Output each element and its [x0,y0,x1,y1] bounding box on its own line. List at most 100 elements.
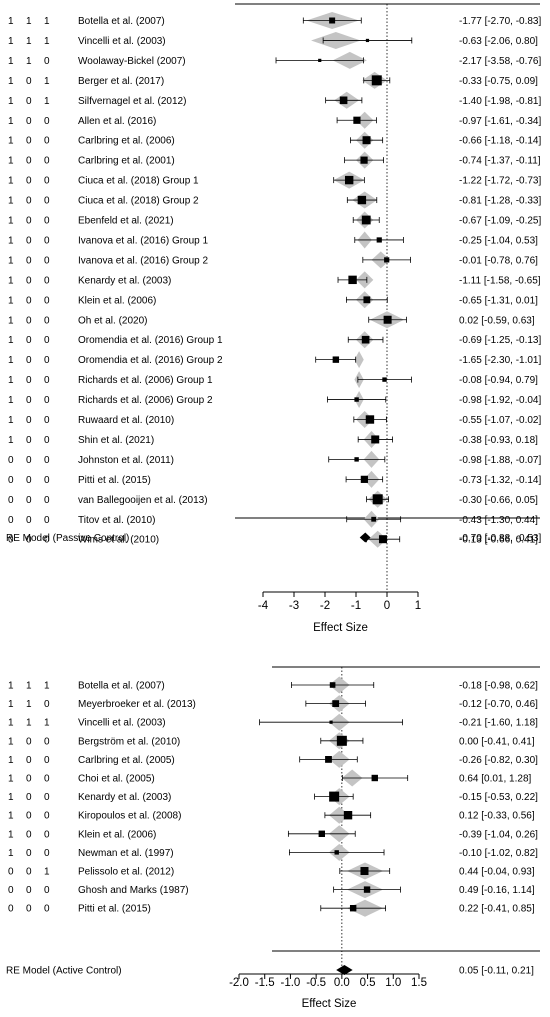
effect-point [329,682,336,688]
effect-ci-label: -0.26 [-0.82, 0.30] [459,755,538,766]
summary-ci-label: 0.05 [-0.11, 0.21] [459,966,534,977]
moderator-flag: 1 [8,255,14,266]
x-tick-label: 0.0 [334,977,350,989]
effect-ci-label: -0.97 [-1.61, -0.34] [459,116,541,127]
moderator-flag: 0 [44,475,50,486]
moderator-flag: 0 [44,375,50,386]
moderator-flag: 0 [44,829,50,840]
moderator-flag: 1 [44,36,50,47]
effect-ci-label: -0.98 [-1.92, -0.04] [459,395,541,406]
effect-ci-label: -0.55 [-1.07, -0.02] [459,415,541,426]
moderator-flag: 0 [8,904,14,915]
study-name: Johnston et al. (2011) [78,455,174,466]
moderator-flag: 1 [44,867,50,878]
moderator-flag: 0 [26,885,32,896]
moderator-flag: 0 [44,216,50,227]
moderator-flag: 1 [8,395,14,406]
effect-ci-label: -0.30 [-0.66, 0.05] [459,495,538,506]
moderator-flag: 1 [8,116,14,127]
study-name: Woolaway-Bickel (2007) [78,56,186,67]
moderator-flag: 0 [26,495,32,506]
effect-ci-label: -0.08 [-0.94, 0.79] [459,375,538,386]
moderator-flag: 0 [8,885,14,896]
moderator-flag: 1 [8,718,14,729]
moderator-flag: 0 [26,375,32,386]
moderator-flag: 0 [26,216,32,227]
effect-ci-label: 0.00 [-0.41, 0.41] [459,736,535,747]
moderator-flag: 0 [8,475,14,486]
effect-point [325,756,332,763]
moderator-flag: 0 [26,315,32,326]
effect-point [363,886,371,893]
moderator-flag: 1 [8,76,14,87]
effect-point [371,75,382,86]
moderator-flag: 1 [8,848,14,859]
moderator-flag: 0 [26,755,32,766]
effect-point [360,867,369,875]
effect-ci-label: -0.12 [-0.70, 0.46] [459,699,538,710]
moderator-flag: 0 [44,495,50,506]
study-name: Pelissolo et al. (2012) [78,867,174,878]
moderator-flag: 0 [44,235,50,246]
study-name: Klein et al. (2006) [78,829,156,840]
moderator-flag: 0 [44,335,50,346]
effect-point [354,397,359,402]
study-name: van Ballegooijen et al. (2013) [78,495,208,506]
effect-ci-label: -0.33 [-0.75, 0.09] [459,76,538,87]
effect-point [361,215,371,225]
moderator-flag: 0 [44,885,50,896]
effect-point [384,257,390,263]
summary-label: RE Model (Active Control) [6,966,122,977]
moderator-flag: 0 [26,76,32,87]
moderator-flag: 0 [44,848,50,859]
moderator-flag: 0 [26,904,32,915]
moderator-flag: 1 [8,829,14,840]
effect-ci-label: 0.12 [-0.33, 0.56] [459,811,535,822]
x-tick-label: 0.5 [360,977,376,989]
effect-point [363,296,371,304]
moderator-flag: 1 [8,96,14,107]
moderator-flag: 0 [44,295,50,306]
moderator-flag: 1 [8,415,14,426]
study-name: Pitti et al. (2015) [78,904,151,915]
study-name: Richards et al. (2006) Group 1 [78,375,213,386]
moderator-flag: 1 [44,16,50,27]
effect-ci-label: -0.18 [-0.98, 0.62] [459,681,538,692]
study-name: Carlbring et al. (2005) [78,755,175,766]
effect-point [334,850,339,855]
moderator-flag: 1 [8,235,14,246]
effect-ci-label: 0.49 [-0.16, 1.14] [459,885,535,896]
moderator-flag: 0 [26,792,32,803]
effect-point [354,457,359,462]
moderator-flag: 0 [44,156,50,167]
study-name: Carlbring et al. (2001) [78,156,175,167]
study-name: Titov et al. (2010) [78,515,155,526]
study-name: Wims et al. (2010) [78,535,159,546]
study-name: Shin et al. (2021) [78,435,154,446]
moderator-flag: 0 [44,755,50,766]
effect-ci-label: -0.66 [-1.18, -0.14] [459,136,541,147]
effect-ci-label: -0.13 [-0.66, 0.41] [459,535,538,546]
study-name: Klein et al. (2006) [78,295,156,306]
moderator-flag: 0 [26,736,32,747]
moderator-flag: 1 [8,435,14,446]
effect-ci-label: -0.73 [-1.32, -0.14] [459,475,541,486]
study-name: Newman et al. (1997) [78,848,174,859]
study-name: Meyerbroeker et al. (2013) [78,699,196,710]
effect-point [365,415,375,424]
moderator-flag: 0 [26,475,32,486]
study-name: Oromendia et al. (2016) Group 1 [78,335,223,346]
effect-ci-label: -0.43 [-1.30, 0.44] [459,515,538,526]
moderator-flag: 0 [44,196,50,207]
effect-ci-label: -0.39 [-1.04, 0.26] [459,829,538,840]
moderator-flag: 0 [44,515,50,526]
effect-point [376,237,382,243]
effect-ci-label: 0.22 [-0.41, 0.85] [459,904,535,915]
effect-point [353,116,361,124]
effect-point [329,17,336,24]
moderator-flag: 0 [44,699,50,710]
study-name: Kiropoulos et al. (2008) [78,811,181,822]
moderator-flag: 1 [8,176,14,187]
moderator-flag: 0 [8,867,14,878]
